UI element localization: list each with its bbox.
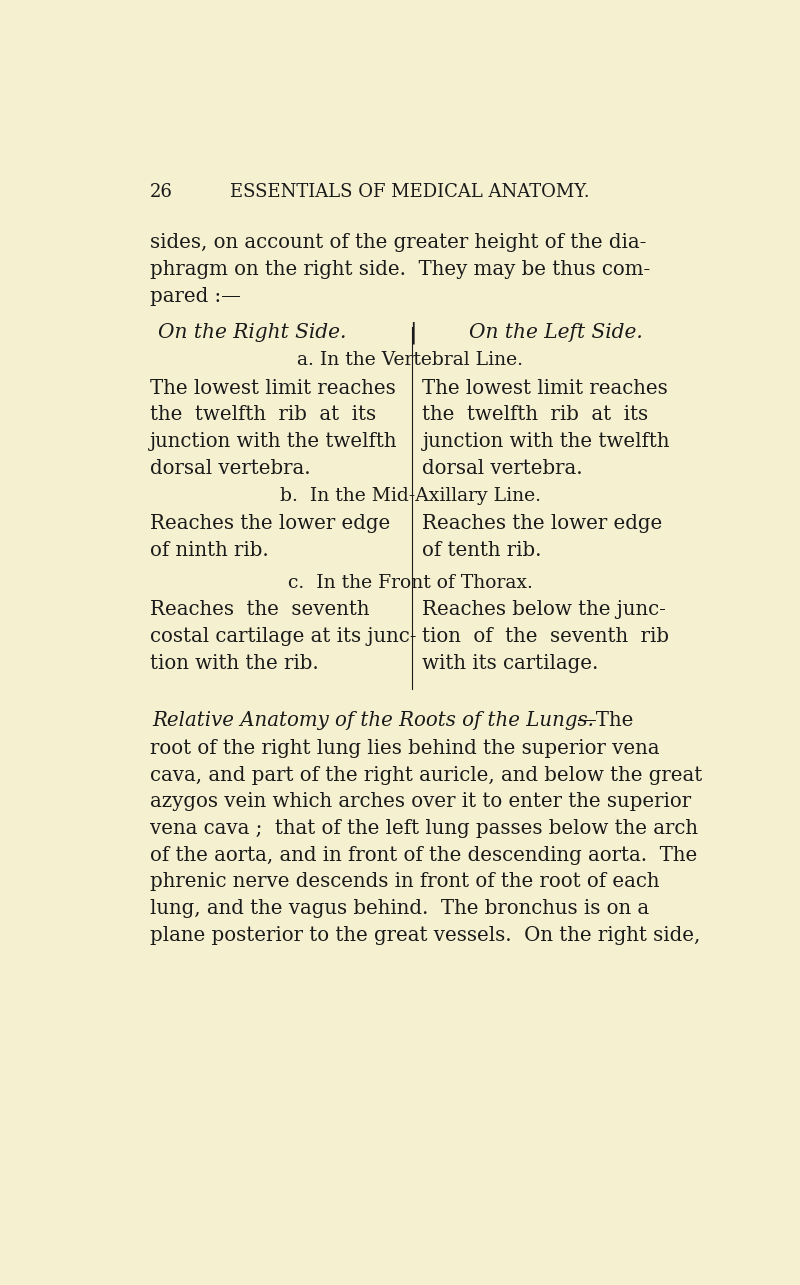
Text: tion  of  the  seventh  rib: tion of the seventh rib [422,627,670,646]
Text: c.  In the Front of Thorax.: c. In the Front of Thorax. [287,573,533,591]
Text: Reaches the lower edge: Reaches the lower edge [422,514,662,533]
Text: ESSENTIALS OF MEDICAL ANATOMY.: ESSENTIALS OF MEDICAL ANATOMY. [230,182,590,200]
Text: a. In the Vertebral Line.: a. In the Vertebral Line. [297,351,523,369]
Text: The lowest limit reaches: The lowest limit reaches [422,379,668,397]
Text: lung, and the vagus behind.  The bronchus is on a: lung, and the vagus behind. The bronchus… [150,899,649,917]
Text: phrenic nerve descends in front of the root of each: phrenic nerve descends in front of the r… [150,873,659,892]
Text: junction with the twelfth: junction with the twelfth [150,432,397,451]
Text: Relative Anatomy of the Roots of the Lungs.: Relative Anatomy of the Roots of the Lun… [153,711,594,730]
Text: azygos vein which arches over it to enter the superior: azygos vein which arches over it to ente… [150,793,690,811]
Text: of tenth rib.: of tenth rib. [422,541,542,560]
Text: Reaches  the  seventh: Reaches the seventh [150,600,369,619]
Text: phragm on the right side.  They may be thus com-: phragm on the right side. They may be th… [150,260,650,279]
Text: cava, and part of the right auricle, and below the great: cava, and part of the right auricle, and… [150,766,702,785]
Text: dorsal vertebra.: dorsal vertebra. [422,459,583,478]
Text: Reaches the lower edge: Reaches the lower edge [150,514,390,533]
Text: vena cava ;  that of the left lung passes below the arch: vena cava ; that of the left lung passes… [150,819,698,838]
Text: 26: 26 [150,182,173,200]
Text: Reaches below the junc-: Reaches below the junc- [422,600,666,619]
Text: costal cartilage at its junc-: costal cartilage at its junc- [150,627,416,646]
Text: sides, on account of the greater height of the dia-: sides, on account of the greater height … [150,233,646,252]
Text: —The: —The [576,711,634,730]
Text: of the aorta, and in front of the descending aorta.  The: of the aorta, and in front of the descen… [150,846,697,865]
Text: of ninth rib.: of ninth rib. [150,541,268,560]
Text: The lowest limit reaches: The lowest limit reaches [150,379,395,397]
Text: On the Left Side.: On the Left Side. [469,324,642,342]
Text: root of the right lung lies behind the superior vena: root of the right lung lies behind the s… [150,739,659,758]
Text: pared :—: pared :— [150,287,241,306]
Text: the  twelfth  rib  at  its: the twelfth rib at its [422,405,649,424]
Text: |: | [409,321,416,344]
Text: dorsal vertebra.: dorsal vertebra. [150,459,310,478]
Text: the  twelfth  rib  at  its: the twelfth rib at its [150,405,376,424]
Text: plane posterior to the great vessels.  On the right side,: plane posterior to the great vessels. On… [150,925,700,944]
Text: with its cartilage.: with its cartilage. [422,654,598,673]
Text: tion with the rib.: tion with the rib. [150,654,318,673]
Text: b.  In the Mid-Axillary Line.: b. In the Mid-Axillary Line. [279,487,541,505]
Text: junction with the twelfth: junction with the twelfth [422,432,670,451]
Text: On the Right Side.: On the Right Side. [158,324,346,342]
